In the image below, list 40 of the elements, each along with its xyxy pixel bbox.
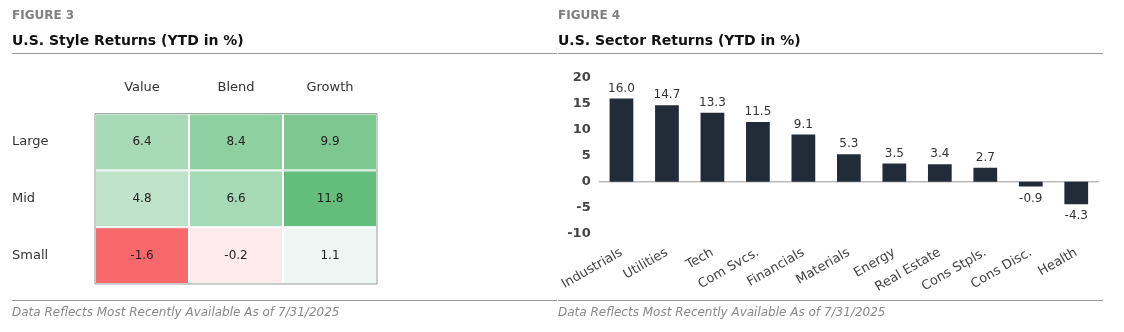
data-label: -0.2 [224,247,248,262]
data-label: 4.8 [132,190,152,205]
y-tick-label: 15 [572,95,591,111]
data-label: 8.4 [226,134,246,149]
chart-subtitle: U.S. Sector Returns (YTD in %) [558,32,1103,54]
chart-subtitle: U.S. Style Returns (YTD in %) [12,32,557,54]
chart-title: FIGURE 3 [12,8,75,22]
y-tick-label: 0 [581,173,591,189]
data-label: 9.9 [320,134,340,149]
x-tick-label: Growth [306,79,354,95]
data-label: -4.3 [1064,208,1088,223]
y-tick-label: Small [12,246,49,262]
y-tick-label: -10 [567,225,591,241]
data-label: -0.9 [1019,190,1043,205]
y-tick-label: 5 [581,147,591,163]
data-label: 6.4 [132,134,152,149]
data-label: 11.5 [744,104,772,119]
y-tick-label: -5 [576,199,591,215]
data-label: 3.5 [884,145,904,160]
data-label: 2.7 [975,149,995,164]
text: Data Reflects Most Recently Available As of 7/31/2025 [12,300,557,319]
data-label: 14.7 [653,87,681,102]
data-label: 13.3 [699,94,726,109]
data-label: 6.6 [226,190,246,205]
x-tick-label: Blend [217,79,255,95]
data-label: 5.3 [839,136,859,151]
y-tick-label: Mid [12,190,36,206]
data-label: -1.6 [130,247,154,262]
y-tick-label: 20 [572,69,591,85]
data-label: 16.0 [608,80,635,95]
x-tick-label: Tech [682,244,716,273]
y-tick-label: 10 [572,121,591,137]
data-label: 1.1 [320,247,340,262]
y-tick-label: Large [12,133,49,149]
text: Data Reflects Most Recently Available As of 7/31/2025 [558,300,1103,319]
data-label: 11.8 [316,190,344,205]
data-label: 9.1 [793,116,813,131]
chart-title: FIGURE 4 [558,8,621,22]
x-tick-label: Value [124,79,160,95]
data-label: 3.4 [930,146,950,161]
